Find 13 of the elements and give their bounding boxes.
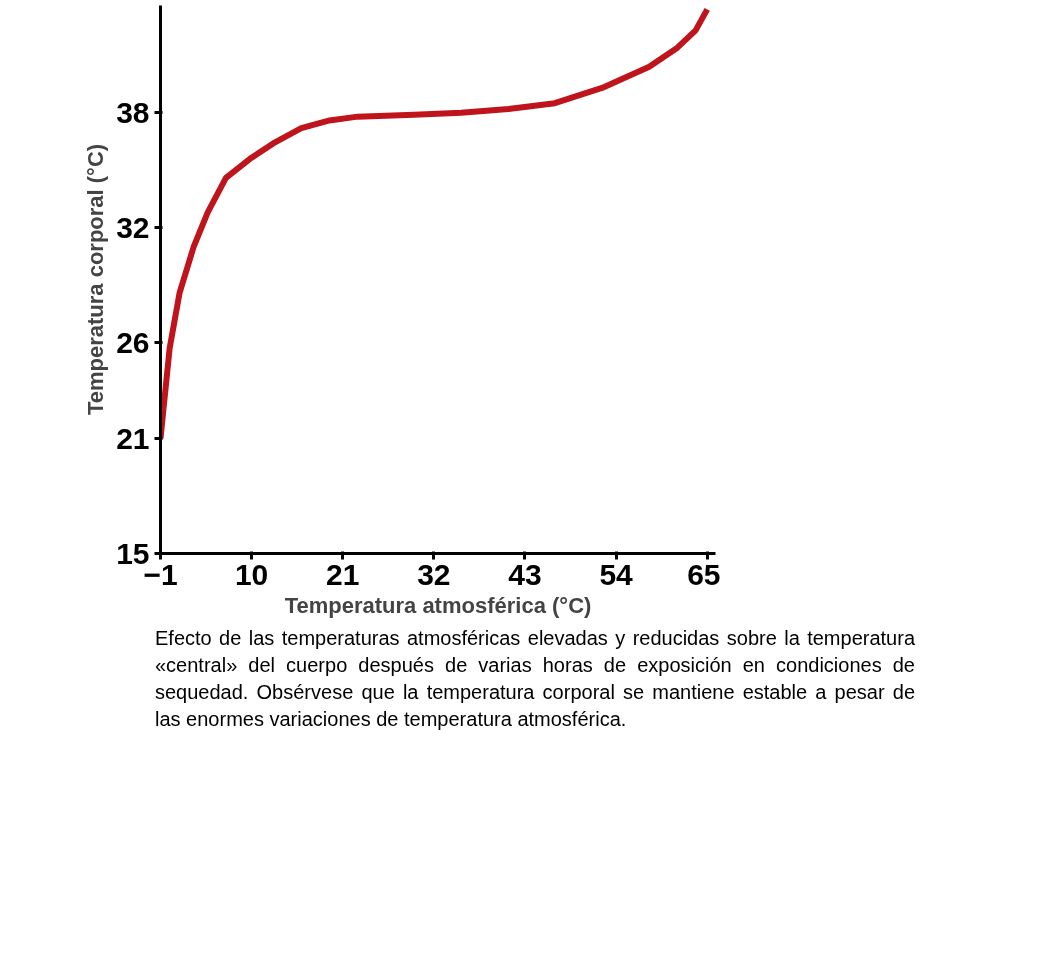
x-tick-label: 21	[326, 557, 360, 591]
x-tick-label: 32	[417, 557, 451, 591]
y-tick-label: 26	[116, 325, 150, 359]
y-tick-label: 32	[116, 210, 150, 244]
x-tick-label: 10	[234, 557, 269, 591]
text: Efecto de las temperaturas atmosféricas elevadas y reducidas sobre la temperatura «central» del cuerpo después de varias horas de exposición en condiciones de sequedad. Obsérvese que la temperatura corporal se mantiene estable a pesar de las enormes variaciones de temperatura atmosférica.	[155, 626, 915, 732]
x-tick-label: 65	[687, 557, 721, 591]
x-tick-label: 54	[599, 557, 634, 591]
y-axis-title: Temperatura corporal (°C)	[83, 143, 109, 416]
x-tick-label: 43	[508, 557, 542, 591]
y-tick-label: 21	[116, 421, 150, 455]
x-axis-title: Temperatura atmosférica (°C)	[284, 592, 592, 618]
y-tick-label: 38	[116, 95, 150, 129]
